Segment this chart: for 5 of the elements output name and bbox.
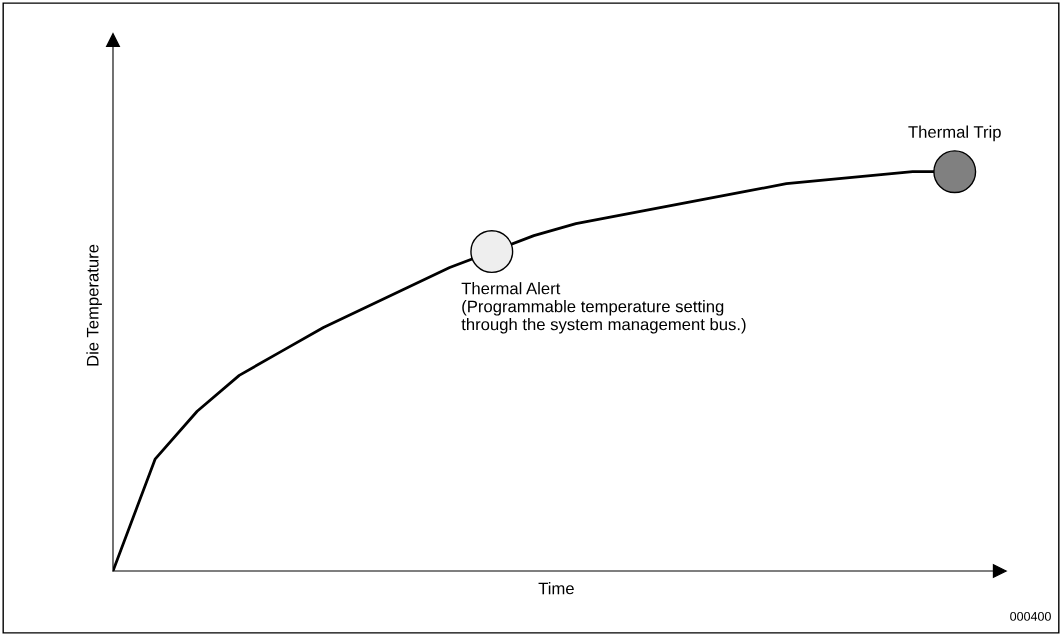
text: Thermal Trip (908, 125, 1001, 142)
y-axis-title: Die Temperature (86, 244, 102, 366)
x-axis-title: Time (538, 582, 574, 595)
text: 000400 (1010, 611, 1051, 621)
annotation: Thermal Alert (Programmable temperature setting through the system management bus.) (461, 282, 746, 334)
